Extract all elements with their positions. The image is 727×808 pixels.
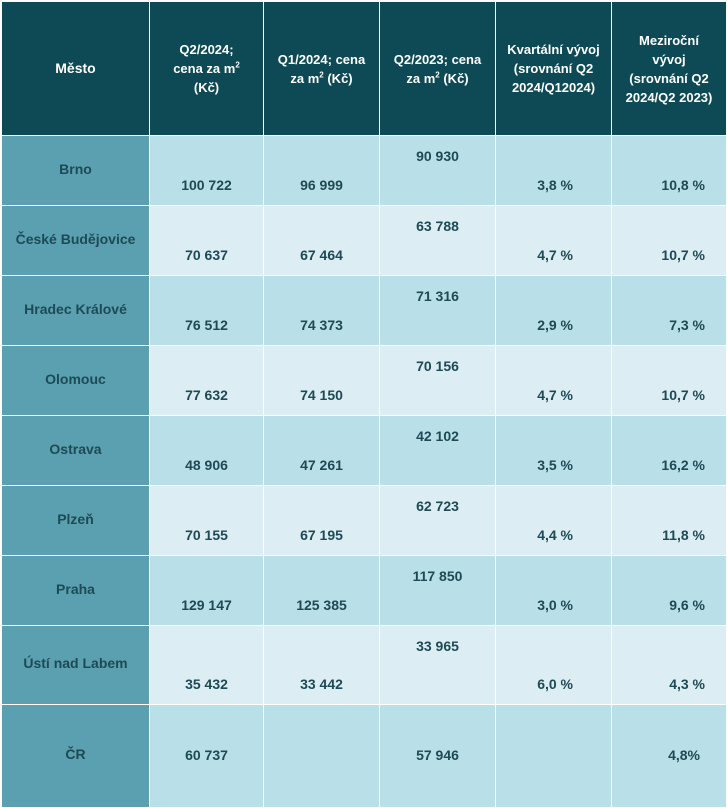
q2-2023-cell: 117 850 (379, 555, 496, 626)
city-cell: Praha (1, 555, 150, 626)
header-yearly-line4: 2024/Q2 2023) (625, 89, 713, 105)
table-row-total: ČR 60 737 57 946 4,8% (1, 704, 727, 808)
q2-2023-cell: 62 723 (379, 485, 496, 556)
table-row: Brno 100 722 96 999 90 930 3,8 % 10,8 % (1, 135, 727, 206)
header-quarterly-line2: (srovnání Q2 (513, 61, 594, 76)
city-cell: Hradec Králové (1, 275, 150, 346)
yearly-cell: 10,8 % (611, 135, 727, 206)
header-q1-2024-line1: Q1/2024; cena (277, 51, 366, 67)
city-cell: Ostrava (1, 415, 150, 486)
header-q2-2023-line2: za m (406, 70, 436, 86)
yearly-cell: 11,8 % (611, 485, 727, 556)
q2-2024-cell: 70 637 (149, 205, 264, 276)
q2-2024-cell: 77 632 (149, 345, 264, 416)
q2-2024-cell: 70 155 (149, 485, 264, 556)
yearly-cell: 4,8% (611, 704, 727, 808)
header-q2-2023-unit: (Kč) (439, 70, 469, 86)
header-quarterly-line1: Kvartální vývoj (507, 42, 600, 57)
q1-2024-cell (263, 704, 380, 808)
table-row: Ostrava 48 906 47 261 42 102 3,5 % 16,2 … (1, 415, 727, 486)
city-cell: České Budějovice (1, 205, 150, 276)
city-cell: Olomouc (1, 345, 150, 416)
q1-2024-cell: 47 261 (263, 415, 380, 486)
quarterly-cell: 4,4 % (495, 485, 612, 556)
header-city-label: Město (55, 60, 96, 76)
table-row: Hradec Králové 76 512 74 373 71 316 2,9 … (1, 275, 727, 346)
header-q2-2024-line3: (Kč) (193, 80, 220, 95)
yearly-cell: 10,7 % (611, 345, 727, 416)
header-quarterly: Kvartální vývoj (srovnání Q2 2024/Q12024… (495, 1, 612, 136)
city-cell: Ústí nad Labem (1, 625, 150, 705)
header-q1-2024: Q1/2024; cena za m2 (Kč) (263, 1, 380, 136)
q1-2024-cell: 125 385 (263, 555, 380, 626)
city-cell: ČR (1, 704, 150, 808)
q1-2024-cell: 33 442 (263, 625, 380, 705)
quarterly-cell: 2,9 % (495, 275, 612, 346)
header-q1-2024-unit: (Kč) (323, 70, 353, 86)
header-yearly-line3: (srovnání Q2 (629, 70, 709, 86)
q1-2024-cell: 74 373 (263, 275, 380, 346)
quarterly-cell: 4,7 % (495, 205, 612, 276)
yearly-cell: 10,7 % (611, 205, 727, 276)
table-row: Olomouc 77 632 74 150 70 156 4,7 % 10,7 … (1, 345, 727, 416)
header-city: Město (1, 1, 150, 136)
q2-2023-cell: 57 946 (379, 704, 496, 808)
yearly-cell: 16,2 % (611, 415, 727, 486)
q2-2024-cell: 48 906 (149, 415, 264, 486)
header-q1-2024-line2: za m (290, 70, 320, 86)
header-yearly-line2: vývoj (652, 51, 686, 67)
q1-2024-cell: 96 999 (263, 135, 380, 206)
yearly-cell: 9,6 % (611, 555, 727, 626)
header-q2-2024-sup: 2 (235, 60, 240, 70)
q2-2023-cell: 90 930 (379, 135, 496, 206)
quarterly-cell: 4,7 % (495, 345, 612, 416)
q2-2024-cell: 100 722 (149, 135, 264, 206)
header-yearly: Meziroční vývoj (srovnání Q2 2024/Q2 202… (611, 1, 727, 136)
header-q2-2024: Q2/2024; cena za m2 (Kč) (149, 1, 264, 136)
header-row: Město Q2/2024; cena za m2 (Kč) Q1/2024; … (1, 1, 727, 136)
header-q2-2024-line1: Q2/2024; (179, 42, 234, 57)
q2-2024-cell: 129 147 (149, 555, 264, 626)
yearly-cell: 4,3 % (611, 625, 727, 705)
q2-2023-cell: 70 156 (379, 345, 496, 416)
table-row: Plzeň 70 155 67 195 62 723 4,4 % 11,8 % (1, 485, 727, 556)
quarterly-cell (495, 704, 612, 808)
q1-2024-cell: 67 464 (263, 205, 380, 276)
header-q2-2023: Q2/2023; cena za m2 (Kč) (379, 1, 496, 136)
q2-2023-cell: 42 102 (379, 415, 496, 486)
city-cell: Brno (1, 135, 150, 206)
q2-2023-cell: 71 316 (379, 275, 496, 346)
header-q2-2023-sup: 2 (435, 70, 440, 80)
quarterly-cell: 3,0 % (495, 555, 612, 626)
city-cell: Plzeň (1, 485, 150, 556)
quarterly-cell: 6,0 % (495, 625, 612, 705)
quarterly-cell: 3,8 % (495, 135, 612, 206)
q2-2024-cell: 35 432 (149, 625, 264, 705)
table-row: České Budějovice 70 637 67 464 63 788 4,… (1, 205, 727, 276)
table-row: Praha 129 147 125 385 117 850 3,0 % 9,6 … (1, 555, 727, 626)
header-yearly-line1: Meziroční (639, 32, 699, 48)
table-row: Ústí nad Labem 35 432 33 442 33 965 6,0 … (1, 625, 727, 705)
header-q1-2024-sup: 2 (319, 70, 324, 80)
header-q2-2023-line1: Q2/2023; cena (393, 51, 482, 67)
q2-2024-cell: 76 512 (149, 275, 264, 346)
yearly-cell: 7,3 % (611, 275, 727, 346)
q1-2024-cell: 67 195 (263, 485, 380, 556)
q2-2023-cell: 63 788 (379, 205, 496, 276)
q1-2024-cell: 74 150 (263, 345, 380, 416)
q2-2024-cell: 60 737 (149, 704, 264, 808)
quarterly-cell: 3,5 % (495, 415, 612, 486)
header-quarterly-line3: 2024/Q12024) (511, 80, 596, 95)
q2-2023-cell: 33 965 (379, 625, 496, 705)
header-q2-2024-line2: cena za m (173, 61, 236, 76)
